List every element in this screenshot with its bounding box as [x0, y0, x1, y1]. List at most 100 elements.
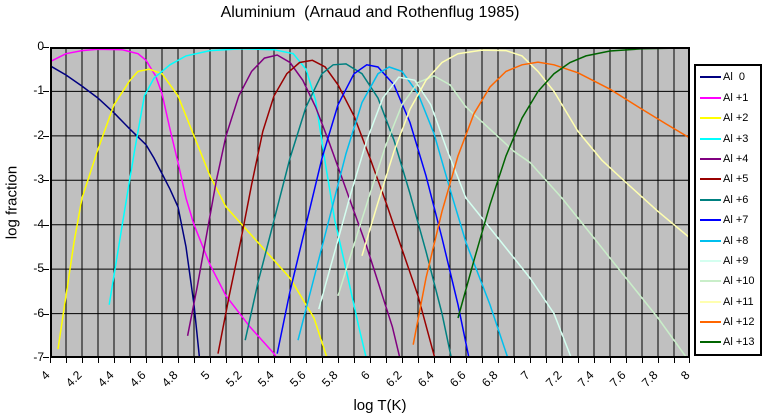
legend-label: Al +10	[723, 275, 755, 288]
legend-entry: Al +1	[700, 89, 760, 107]
x-tick-label: 8	[678, 368, 693, 383]
x-tick-mark	[130, 358, 131, 363]
legend-entry: Al +12	[700, 313, 760, 331]
curve-al+12	[412, 61, 690, 345]
x-tick-mark	[658, 358, 659, 363]
x-tick-mark	[258, 358, 259, 363]
x-tick-mark	[354, 358, 355, 363]
x-tick-mark	[82, 358, 83, 363]
legend-entry: Al +13	[700, 333, 760, 351]
legend-label: Al +12	[723, 316, 755, 329]
x-tick-mark	[194, 358, 195, 363]
x-tick-mark	[98, 358, 99, 363]
x-tick-label: 5.4	[255, 368, 277, 390]
x-tick-label: 6.4	[415, 368, 437, 390]
curve-al+6	[244, 63, 453, 358]
y-tick-label: -6	[33, 305, 44, 320]
legend-entry: Al +11	[700, 293, 760, 311]
x-tick-mark	[450, 358, 451, 363]
x-tick-label: 4.4	[95, 368, 117, 390]
legend-label: Al 0	[723, 71, 746, 84]
x-axis-title: log T(K)	[353, 397, 407, 414]
x-tick-mark	[66, 358, 67, 363]
y-tick-label: -2	[33, 127, 44, 142]
y-tick-mark	[43, 224, 49, 226]
x-tick-label: 5	[198, 368, 213, 383]
x-tick-mark	[386, 358, 387, 363]
chart-title: Aluminium (Arnaud and Rothenflug 1985)	[220, 4, 520, 21]
legend-line-swatch	[700, 321, 721, 324]
legend-entry: Al 0	[700, 68, 760, 86]
x-tick-label: 5.8	[319, 368, 341, 390]
x-tick-mark	[434, 358, 435, 363]
x-tick-mark	[210, 358, 211, 363]
legend-line-swatch	[700, 137, 721, 140]
x-tick-mark	[689, 358, 690, 363]
legend-label: Al +7	[723, 214, 749, 227]
y-tick-mark	[43, 135, 49, 137]
legend-label: Al +5	[723, 173, 749, 186]
legend-line-swatch	[700, 96, 721, 99]
legend-line-swatch	[700, 239, 721, 242]
x-tick-mark	[146, 358, 147, 363]
y-tick-mark	[43, 269, 49, 271]
legend-label: Al +3	[723, 132, 749, 145]
x-tick-label: 6.8	[479, 368, 501, 390]
curve-al+11	[361, 49, 690, 257]
x-tick-label: 4.6	[127, 368, 149, 390]
x-tick-label: 6.2	[383, 368, 405, 390]
x-tick-mark	[290, 358, 291, 363]
x-tick-label: 5.2	[223, 368, 245, 390]
y-tick-label: -4	[33, 216, 44, 231]
y-axis-title: log fraction	[3, 165, 21, 240]
x-tick-mark	[226, 358, 227, 363]
x-tick-label: 7.4	[575, 368, 597, 390]
curve-al+13	[457, 47, 690, 319]
x-tick-mark	[370, 358, 371, 363]
x-tick-label: 4.8	[159, 368, 181, 390]
legend-entry: Al +7	[700, 211, 760, 229]
x-tick-mark	[530, 358, 531, 363]
y-tick-label: -7	[33, 350, 44, 364]
y-tick-label: -3	[33, 172, 44, 187]
legend-line-swatch	[700, 157, 721, 160]
x-tick-mark	[578, 358, 579, 363]
x-tick-mark	[418, 358, 419, 363]
x-tick-mark	[178, 358, 179, 363]
legend-entry: Al +6	[700, 191, 760, 209]
x-tick-mark	[162, 358, 163, 363]
x-tick-mark	[466, 358, 467, 363]
x-tick-mark	[114, 358, 115, 363]
y-tick-mark	[43, 357, 49, 358]
y-tick-mark	[43, 180, 49, 182]
legend-line-swatch	[700, 219, 721, 222]
legend-label: Al +11	[723, 295, 754, 308]
y-tick-mark	[43, 313, 49, 315]
x-tick-label: 6	[358, 368, 373, 383]
x-tick-label: 7.8	[639, 368, 661, 390]
y-tick-label: 0	[37, 39, 44, 53]
curve-al+9	[318, 76, 573, 358]
x-tick-label: 4.2	[63, 368, 85, 390]
x-tick-label: 7.2	[543, 368, 565, 390]
legend-line-swatch	[700, 300, 721, 303]
legend-line-swatch	[700, 178, 721, 181]
x-tick-mark	[498, 358, 499, 363]
x-tick-label: 4	[38, 368, 53, 383]
curve-al+1	[50, 48, 278, 358]
x-tick-mark	[274, 358, 275, 363]
plot-canvas	[50, 47, 690, 358]
legend-entry: Al +9	[700, 252, 760, 270]
x-tick-label: 7	[518, 368, 533, 383]
x-tick-mark	[674, 358, 675, 363]
legend-label: Al +1	[723, 91, 749, 104]
x-tick-mark	[642, 358, 643, 363]
legend-entry: Al +5	[700, 170, 760, 188]
legend-entry: Al +10	[700, 272, 760, 290]
x-tick-mark	[594, 358, 595, 363]
y-tick-label: -1	[33, 83, 44, 98]
legend-label: Al +4	[723, 152, 749, 165]
x-tick-mark	[242, 358, 243, 363]
legend-box: Al 0 Al +1 Al +2 Al +3 Al +4 Al +5 Al +6 Al +7 A…	[694, 64, 762, 356]
